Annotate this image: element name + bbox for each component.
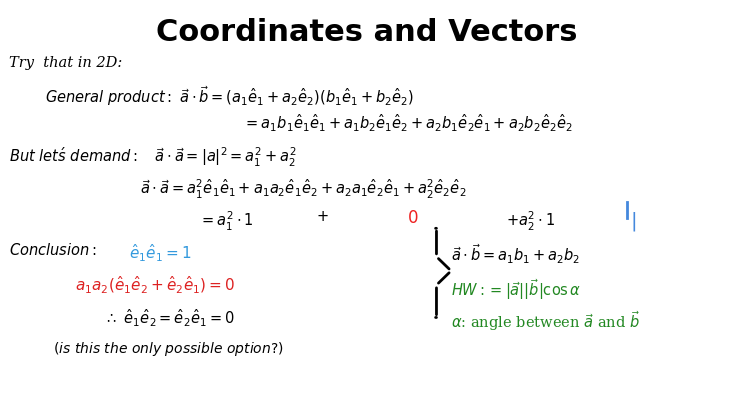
Text: $\therefore\ \hat{e}_1\hat{e}_2 = \hat{e}_2\hat{e}_1 = 0$: $\therefore\ \hat{e}_1\hat{e}_2 = \hat{e… — [103, 307, 234, 329]
Text: $+ a_2^2\cdot 1$: $+ a_2^2\cdot 1$ — [506, 210, 555, 233]
Text: $= a_1^2\cdot 1$: $= a_1^2\cdot 1$ — [199, 210, 254, 233]
Text: $( is\ this\ the\ only\ possible\ option?)$: $( is\ this\ the\ only\ possible\ option… — [53, 340, 283, 358]
Text: $0$: $0$ — [407, 210, 418, 227]
Text: $+$: $+$ — [316, 210, 328, 224]
Text: $\alpha$: angle between $\vec{a}$ and $\vec{b}$: $\alpha$: angle between $\vec{a}$ and $\… — [451, 309, 640, 333]
Text: $\mathit{But\ let\'s\ demand:}\quad\vec{a}\cdot\vec{a} = |a|^2 = a_1^2 + a_2^2$: $\mathit{But\ let\'s\ demand:}\quad\vec{… — [9, 145, 297, 169]
Text: $= a_1b_1\hat{e}_1\hat{e}_1 + a_1b_2\hat{e}_1\hat{e}_2 + a_2b_1\hat{e}_2\hat{e}_: $= a_1b_1\hat{e}_1\hat{e}_1 + a_1b_2\hat… — [243, 113, 573, 134]
Text: $HW: = |\vec{a}||\vec{b}|\cos\alpha$: $HW: = |\vec{a}||\vec{b}|\cos\alpha$ — [451, 277, 581, 302]
Text: $a_1a_2(\hat{e}_1\hat{e}_2 + \hat{e}_2\hat{e}_1) = 0$: $a_1a_2(\hat{e}_1\hat{e}_2 + \hat{e}_2\h… — [75, 275, 235, 296]
Text: $\vec{a}\cdot\vec{b} = a_1b_1 + a_2b_2$: $\vec{a}\cdot\vec{b} = a_1b_1 + a_2b_2$ — [451, 242, 581, 266]
Text: Try  that in 2D:: Try that in 2D: — [9, 56, 122, 70]
Text: $\hat{e}_1\hat{e}_1 = 1$: $\hat{e}_1\hat{e}_1 = 1$ — [129, 242, 192, 264]
Text: $\vec{a}\cdot\vec{a} = a_1^2\hat{e}_1\hat{e}_1 + a_1a_2\hat{e}_1\hat{e}_2 + a_2a: $\vec{a}\cdot\vec{a} = a_1^2\hat{e}_1\ha… — [140, 177, 467, 201]
Text: $|$: $|$ — [631, 210, 636, 233]
Text: Coordinates and Vectors: Coordinates and Vectors — [156, 18, 578, 47]
Text: $\mathit{Conclusion:}$: $\mathit{Conclusion:}$ — [9, 242, 96, 259]
Text: $\mathit{General\ product:}\  \vec{a}\cdot\vec{b}=(a_1\hat{e}_1+a_2\hat{e}_2)(b_: $\mathit{General\ product:}\ \vec{a}\cdo… — [46, 84, 415, 109]
